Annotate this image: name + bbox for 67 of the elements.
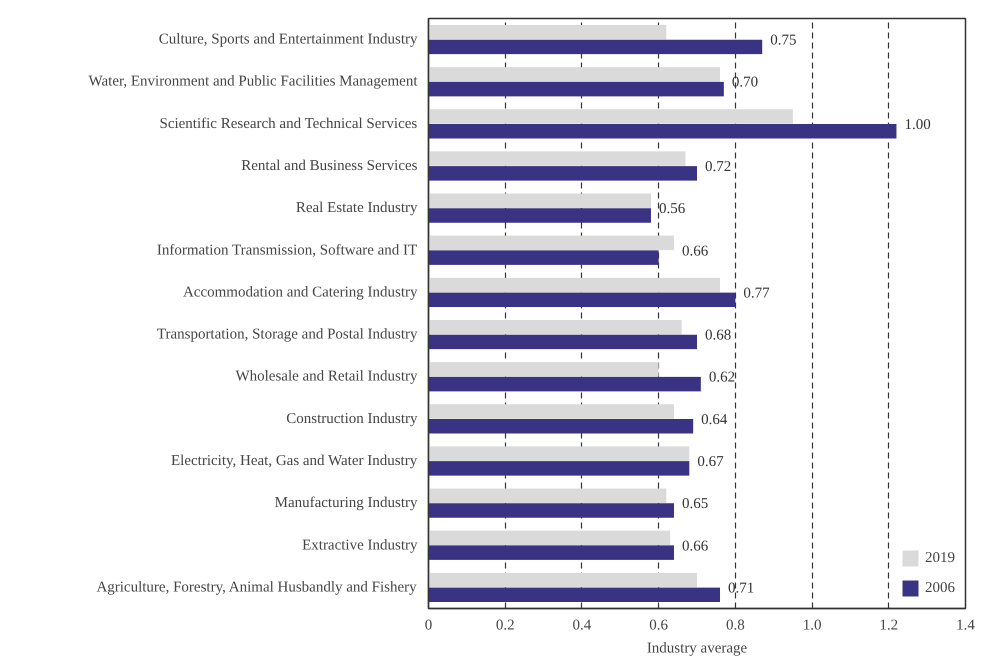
y-tick-label: Culture, Sports and Entertainment Industry [158,32,418,48]
y-tick-label: Rental and Business Services [241,158,418,174]
annotation: 0.67 [697,454,724,470]
x-tick-label: 1.2 [879,618,898,634]
x-tick-label: 0.6 [649,618,669,634]
bar [428,194,651,208]
y-tick-label: Information Transmission, Software and IT [156,242,418,258]
annotation: 0.75 [770,32,796,49]
y-tick-label: Water, Environment and Public Facilities Management [88,74,418,90]
bar [428,404,674,419]
x-axis-title: Industry average [646,640,748,656]
bar [428,419,694,434]
bar [428,572,697,588]
bar [428,166,697,181]
annotation: 0.77 [743,285,770,302]
bar [428,320,682,334]
annotation: 0.72 [705,159,732,175]
bar [428,503,674,518]
bar [428,208,651,223]
y-tick-label: Accommodation and Catering Industry [182,284,418,300]
x-tick-label: 1.0 [802,618,822,634]
y-tick-label: Electricity, Heat, Gas and Water Industry [171,453,418,469]
bar [428,250,659,265]
bar [428,82,724,96]
annotation: 0.65 [682,496,708,512]
y-tick-label: Scientific Research and Technical Services [159,116,418,132]
legend-label: 2019 [925,550,955,566]
y-tick-label: Transportation, Storage and Postal Industry [156,326,418,343]
bar [428,124,896,138]
y-tick-label: Real Estate Industry [296,200,418,216]
annotation: 0.66 [682,243,709,260]
x-tick-label: 0.4 [572,618,592,634]
x-tick-label: 0 [424,618,432,634]
annotation: 1.00 [904,116,931,133]
annotation: 0.64 [701,412,728,428]
annotation: 0.70 [732,74,758,91]
bar [428,446,690,461]
bar [428,545,674,560]
bar [428,292,736,308]
bar [428,461,690,476]
x-tick-label: 1.4 [956,618,976,634]
bar [428,24,666,40]
bar [428,151,686,166]
x-tick-label: 0.2 [496,618,515,634]
y-tick-label: Manufacturing Industry [274,495,418,512]
bar [428,530,670,546]
annotation: 0.56 [658,201,686,218]
annotation: 0.62 [708,370,736,386]
annotation: 0.66 [682,538,709,554]
y-tick-label: Agriculture, Forestry, Animal Husbandly and Fishery [96,579,418,596]
annotation: 0.71 [728,580,754,596]
bar [428,362,659,377]
bar [428,488,666,503]
y-tick-label: Extractive Industry [302,537,418,554]
bar [428,40,762,54]
y-tick-label: Construction Industry [286,410,418,427]
bar [428,278,720,292]
annotation: 0.68 [705,328,732,344]
bar [428,588,720,602]
x-tick-label: 0.8 [726,618,745,634]
bar [428,376,701,392]
bar [428,67,720,82]
bar [428,334,697,350]
y-tick-label: Wholesale and Retail Industry [235,368,418,385]
bar [428,109,793,124]
legend-label: 2006 [925,580,955,596]
bar [428,236,674,250]
